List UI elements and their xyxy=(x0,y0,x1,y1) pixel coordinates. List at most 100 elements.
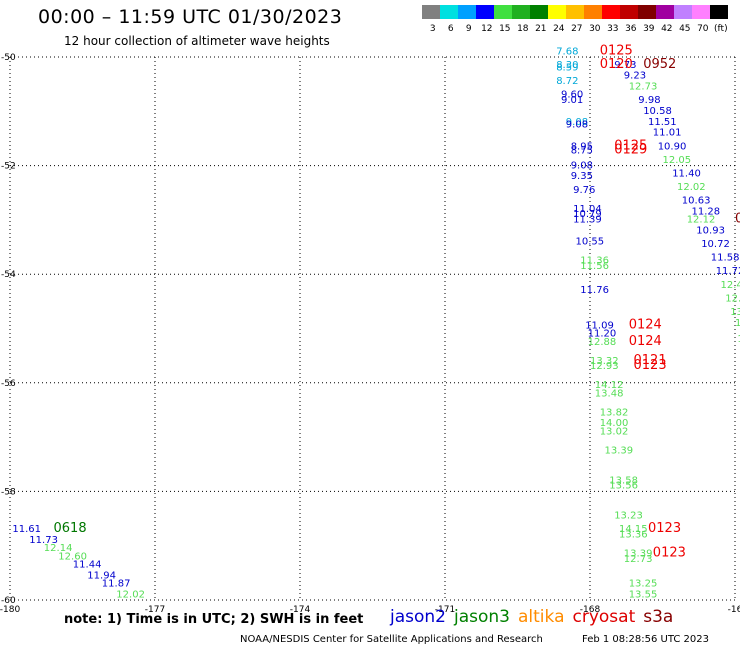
satellite-legend-item: s3a xyxy=(643,607,674,627)
satellite-legend-item: jason3 xyxy=(454,607,510,627)
wave-height-label: 11.44 xyxy=(73,559,102,570)
pass-time-label: 0129 xyxy=(614,143,647,158)
wave-height-label: 13.32 xyxy=(735,318,740,329)
colorbar-swatch xyxy=(494,5,513,19)
colorbar-swatch xyxy=(458,5,477,19)
wave-height-label: 13.56 xyxy=(609,481,638,492)
wave-height-label: 10.72 xyxy=(701,239,730,250)
colorbar-label: 33 xyxy=(607,24,618,34)
colorbar-swatch xyxy=(602,5,621,19)
colorbar-swatch xyxy=(530,5,549,19)
track-values: 7.68 8.308.59 9.739.23 8.72 12.73 9.609.01 9.9… xyxy=(12,46,740,600)
y-tick-label: -58 xyxy=(1,487,16,497)
colorbar-swatch xyxy=(476,5,495,19)
wave-height-label: 9.23 xyxy=(624,71,646,82)
x-tick-label: -174 xyxy=(290,605,311,615)
colorbar-swatch xyxy=(566,5,585,19)
wave-height-label: 8.72 xyxy=(556,76,578,87)
page-title: 00:00 – 11:59 UTC 01/30/2023 xyxy=(38,6,343,28)
wave-height-label: 12.73 xyxy=(629,82,658,93)
wave-height-label: 13.82 xyxy=(600,407,629,418)
colorbar-label: 21 xyxy=(535,24,546,34)
colorbar-swatch xyxy=(440,5,459,19)
wave-height-label: 11.39 xyxy=(573,215,602,226)
satellite-legend-item: cryosat xyxy=(572,607,636,627)
y-tick-label: -56 xyxy=(1,379,16,389)
wave-height-label: 11.87 xyxy=(102,578,131,589)
wave-height-label: 12.02 xyxy=(677,182,706,193)
colorbar-label: 30 xyxy=(589,24,601,34)
wave-height-label: 12.41 xyxy=(725,293,740,304)
wave-height-label: 8.30 xyxy=(556,60,578,71)
wave-height-label: 11.76 xyxy=(580,285,609,296)
pass-time-label: 0120 xyxy=(600,57,633,72)
y-tick-label: -50 xyxy=(1,53,16,63)
colorbar-label: 15 xyxy=(499,24,510,34)
time-labels: 0125012009520125012909510124012401210123… xyxy=(54,43,740,560)
wave-height-label: 11.58 xyxy=(711,253,740,264)
x-tick-label: -180 xyxy=(0,605,20,615)
wave-height-label: 12.05 xyxy=(663,155,692,166)
wave-height-label: 7.68 xyxy=(556,46,578,57)
colorbar-label: 3 xyxy=(430,24,436,34)
wave-height-label: 11.04 xyxy=(573,204,602,215)
wave-height-label: 9.08 xyxy=(566,120,588,131)
pass-time-label: 0124 xyxy=(629,318,662,333)
wave-height-label: 13.25 xyxy=(629,578,658,589)
colorbar-swatch xyxy=(584,5,603,19)
satellite-legend: jason2 jason3 altika cryosat s3a xyxy=(390,607,681,627)
pass-time-label: 0952 xyxy=(643,57,676,72)
wave-height-label: 9.08 xyxy=(571,160,593,171)
pass-time-label: 0123 xyxy=(634,358,667,373)
pass-time-label: 0124 xyxy=(629,334,662,349)
wave-height-label: 13.58 xyxy=(609,475,638,486)
wave-height-label: 9.98 xyxy=(638,95,660,106)
wave-height-label: 12.14 xyxy=(44,543,73,554)
colorbar-label: 36 xyxy=(625,24,637,34)
y-tick-label: -54 xyxy=(1,270,16,280)
wave-height-label: 13.39 xyxy=(605,445,634,456)
colorbar-swatch xyxy=(692,5,711,19)
wave-height-label: 11.36 xyxy=(580,255,609,266)
colorbar-label: 6 xyxy=(448,24,454,34)
colorbar-label: 42 xyxy=(661,24,672,34)
wave-height-label: 14.12 xyxy=(595,380,624,391)
wave-height-label: 11.51 xyxy=(648,117,677,128)
wave-height-label: 9.08 xyxy=(566,117,588,128)
wave-height-label: 14.00 xyxy=(600,418,629,429)
colorbar-label: 18 xyxy=(517,24,529,34)
wave-height-label: 11.94 xyxy=(87,570,116,581)
wave-height-label: 13.02 xyxy=(600,426,629,437)
colorbar-label: 70 xyxy=(697,24,709,34)
wave-height-label: 12.02 xyxy=(116,589,145,600)
wave-height-label: 10.90 xyxy=(658,141,687,152)
wave-height-label: 8.95 xyxy=(571,141,593,152)
wave-height-label: 9.76 xyxy=(573,185,595,196)
wave-height-label: 13.39 xyxy=(624,549,653,560)
x-tick-label: -171 xyxy=(435,605,455,615)
colorbar-swatch xyxy=(422,5,441,19)
x-tick-label: -16 xyxy=(728,605,740,615)
pass-time-label: 0123 xyxy=(653,546,686,561)
wave-height-label: 10.55 xyxy=(576,236,605,247)
y-tick-label: -60 xyxy=(1,596,16,606)
y-tick-label: -52 xyxy=(1,162,16,172)
colorbar-label: 9 xyxy=(466,24,472,34)
chart-grid xyxy=(9,56,736,601)
wave-height-label: 10.93 xyxy=(696,226,725,237)
pass-time-label: 0121 xyxy=(634,353,667,368)
wave-height-label: 8.75 xyxy=(571,146,593,157)
pass-time-label: 0125 xyxy=(600,43,633,58)
wave-height-label: 9.35 xyxy=(571,171,593,182)
colorbar-legend: 3 6 9 12 15 18 21 24 27 30 33 36 39 42 45 70 (ft) xyxy=(422,5,728,34)
wave-height-label: 10.63 xyxy=(682,196,711,207)
satellite-legend-item: altika xyxy=(518,607,565,627)
colorbar-label: 24 xyxy=(553,24,565,34)
colorbar-label: 27 xyxy=(571,24,582,34)
wave-height-label: 11.40 xyxy=(672,169,701,180)
wave-height-label: 11.73 xyxy=(29,535,58,546)
wave-height-label: 14.15 xyxy=(619,524,648,535)
wave-height-label: 13.36 xyxy=(619,530,648,541)
colorbar-label: 39 xyxy=(643,24,655,34)
wave-height-label: 11.01 xyxy=(653,128,682,139)
